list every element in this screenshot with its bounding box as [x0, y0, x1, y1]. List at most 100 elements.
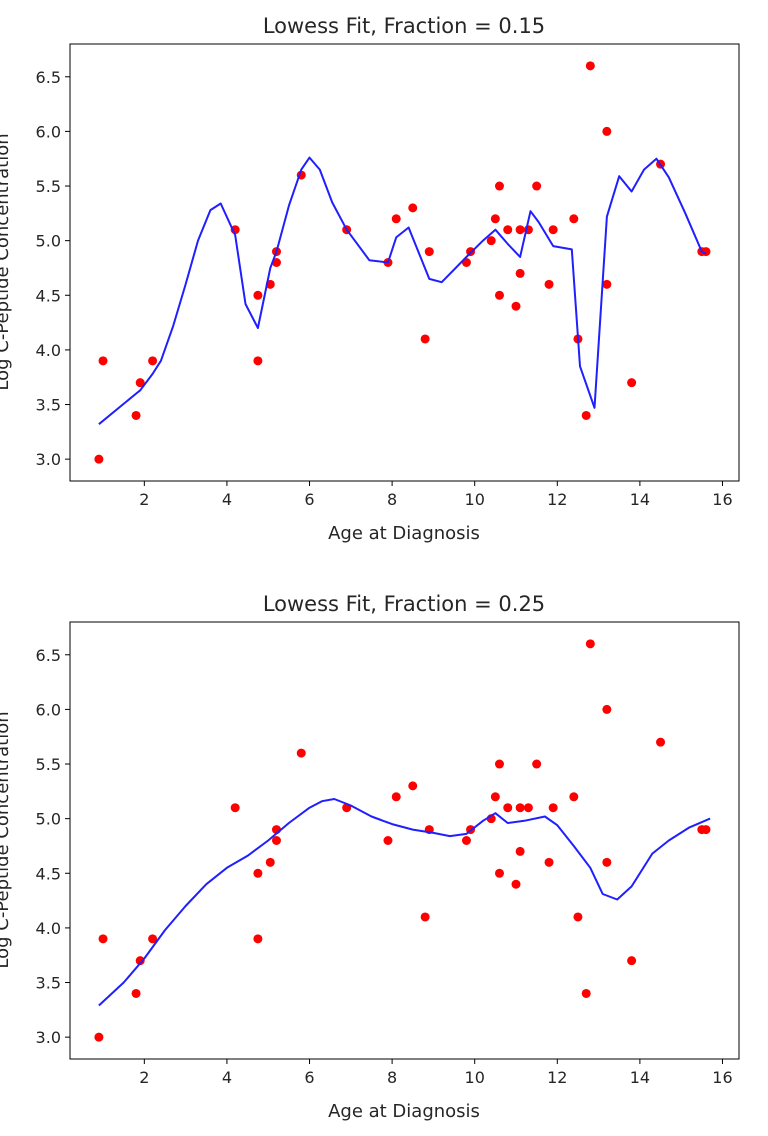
x-axis-label: Age at Diagnosis: [328, 523, 480, 544]
y-tick-label: 6.0: [36, 700, 61, 719]
data-point: [701, 247, 711, 257]
data-point: [253, 868, 263, 878]
x-tick-label: 2: [139, 1068, 149, 1087]
y-tick-label: 6.0: [36, 122, 61, 141]
data-point: [569, 214, 579, 224]
data-point: [532, 759, 542, 769]
data-point: [515, 268, 525, 278]
data-point: [511, 301, 521, 311]
data-point: [581, 410, 591, 420]
data-point: [490, 214, 500, 224]
x-tick-label: 4: [222, 1068, 232, 1087]
data-point: [494, 181, 504, 191]
x-tick-label: 12: [547, 490, 567, 509]
data-point: [515, 225, 525, 235]
data-point: [544, 279, 554, 289]
y-tick-label: 6.5: [36, 646, 61, 665]
data-point: [544, 857, 554, 867]
data-point: [391, 792, 401, 802]
y-tick-label: 5.0: [36, 232, 61, 251]
data-point: [131, 988, 141, 998]
data-point: [383, 836, 393, 845]
data-point: [408, 781, 418, 791]
x-tick-label: 12: [547, 1068, 567, 1087]
data-point: [701, 825, 711, 835]
data-point: [523, 803, 533, 813]
x-tick-label: 6: [304, 490, 314, 509]
y-tick-label: 6.5: [36, 68, 61, 87]
x-tick-label: 14: [630, 490, 650, 509]
data-point: [408, 203, 418, 213]
data-point: [461, 836, 471, 845]
y-tick-label: 5.5: [36, 755, 61, 774]
data-point: [585, 61, 595, 71]
y-tick-label: 3.0: [36, 1028, 61, 1047]
data-point: [602, 126, 612, 136]
chart-fraction-0.25: Lowess Fit, Fraction = 0.25 Age at Diagn…: [0, 592, 740, 1122]
data-point: [627, 956, 637, 966]
y-tick-label: 4.5: [36, 864, 61, 883]
axes-frame: [69, 43, 740, 482]
lowess-line: [98, 798, 711, 1007]
data-point: [98, 934, 108, 944]
data-point: [420, 334, 430, 344]
plot-area: 2 4 6 8 10 12 14 16 3.0 3.5 4.0 4.5 5.0 5.5 6.0 6.5: [36, 621, 740, 1087]
data-point: [296, 748, 306, 758]
y-tick-label: 5.0: [36, 810, 61, 829]
data-point: [271, 836, 281, 845]
axes-frame: [69, 621, 740, 1060]
data-point: [494, 868, 504, 878]
y-tick-label: 4.0: [36, 919, 61, 938]
data-point: [253, 290, 263, 300]
data-point: [532, 181, 542, 191]
data-point: [548, 225, 558, 235]
data-point: [486, 236, 496, 246]
data-point: [602, 704, 612, 714]
data-point: [503, 803, 513, 813]
y-tick-label: 4.5: [36, 286, 61, 305]
x-tick-label: 16: [712, 490, 732, 509]
data-point: [503, 225, 513, 235]
data-point: [602, 857, 612, 867]
data-point: [253, 934, 263, 944]
x-tick-label: 10: [465, 490, 485, 509]
data-point: [569, 792, 579, 802]
data-point: [424, 247, 434, 257]
chart-fraction-0.15: Lowess Fit, Fraction = 0.15 Age at Diagn…: [0, 14, 740, 544]
data-point: [627, 378, 637, 388]
data-point: [391, 214, 401, 224]
x-tick-label: 2: [139, 490, 149, 509]
data-point: [94, 1032, 104, 1042]
data-point: [420, 912, 430, 922]
data-point: [573, 912, 583, 922]
x-tick-label: 8: [387, 1068, 397, 1087]
data-point: [581, 988, 591, 998]
data-point: [230, 803, 240, 813]
data-point: [602, 279, 612, 289]
x-tick-label: 6: [304, 1068, 314, 1087]
chart-title: Lowess Fit, Fraction = 0.25: [263, 592, 545, 616]
y-axis-label: Log C-Peptide Concentration: [0, 711, 13, 968]
x-tick-label: 8: [387, 490, 397, 509]
data-point: [265, 857, 275, 867]
data-point: [148, 934, 158, 944]
chart-title: Lowess Fit, Fraction = 0.15: [263, 14, 545, 38]
data-point: [585, 639, 595, 649]
data-point: [511, 879, 521, 889]
y-tick-label: 3.0: [36, 450, 61, 469]
data-point: [94, 454, 104, 464]
data-point: [98, 356, 108, 366]
x-tick-label: 16: [712, 1068, 732, 1087]
data-point: [131, 410, 141, 420]
data-point: [656, 737, 666, 747]
y-axis-label: Log C-Peptide Concentration: [0, 133, 13, 390]
data-point: [135, 378, 145, 388]
x-axis-label: Age at Diagnosis: [328, 1101, 480, 1122]
data-point: [494, 290, 504, 300]
data-point: [515, 846, 525, 856]
plot-area: 2 4 6 8 10 12 14 16 3.0 3.5 4.0 4.5 5.0 5.5 6.0 6.5: [36, 43, 740, 509]
x-tick-label: 4: [222, 490, 232, 509]
data-point: [253, 356, 263, 366]
y-tick-label: 3.5: [36, 974, 61, 993]
